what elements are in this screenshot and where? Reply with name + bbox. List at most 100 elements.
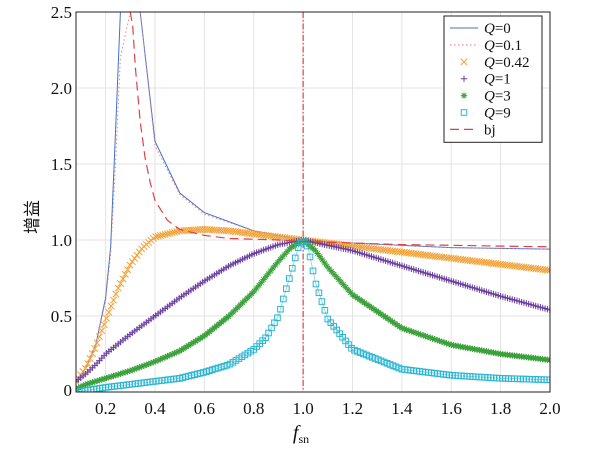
y-axis-label: 增益 xyxy=(23,200,43,234)
point-q9 xyxy=(309,267,317,275)
point-q042 xyxy=(88,350,96,358)
point-q3 xyxy=(433,336,441,344)
point-q3 xyxy=(84,380,91,388)
legend-swatch-q042 xyxy=(460,58,468,66)
point-q3 xyxy=(333,273,340,280)
point-q3 xyxy=(232,306,239,313)
point-q3 xyxy=(76,384,82,392)
point-q3 xyxy=(363,301,371,308)
point-q3 xyxy=(401,325,408,333)
legend-label-var: Q xyxy=(484,72,495,88)
point-q3 xyxy=(265,270,272,277)
point-q042 xyxy=(98,327,106,335)
legend-label-value: bj xyxy=(484,122,496,138)
point-q3 xyxy=(98,376,105,383)
point-q3 xyxy=(124,368,131,375)
point-q3 xyxy=(373,307,380,314)
point-q3 xyxy=(274,258,281,266)
legend-label-q01: Q=0.1 xyxy=(484,38,522,54)
series-q9 xyxy=(76,238,550,392)
point-q3 xyxy=(391,320,399,327)
legend-label-value: =0 xyxy=(495,21,511,37)
legend-item-q01: Q=0.1 xyxy=(450,38,522,54)
legend-label-q0: Q=0 xyxy=(484,21,511,37)
point-q3 xyxy=(283,248,291,255)
point-q3 xyxy=(340,281,347,288)
legend-label-q9: Q=9 xyxy=(484,106,511,122)
legend-item-q1: Q=1 xyxy=(460,72,511,88)
point-q042 xyxy=(159,231,167,239)
point-q3 xyxy=(272,261,279,269)
point-q3 xyxy=(356,296,363,303)
point-q3 xyxy=(154,357,162,364)
y-tick-label: 0 xyxy=(64,381,73,400)
point-q9 xyxy=(283,285,290,293)
point-q3 xyxy=(248,290,256,297)
point-q3 xyxy=(267,267,274,275)
point-q3 xyxy=(314,250,321,257)
point-q3 xyxy=(389,318,396,326)
point-q3 xyxy=(187,340,195,348)
point-q042 xyxy=(112,290,120,298)
point-q042 xyxy=(156,232,164,240)
legend-label-q1: Q=1 xyxy=(484,72,511,88)
y-tick-labels: 0 0.5 1.0 1.5 2.0 2.5 xyxy=(51,3,72,400)
legend-label-value: =0.42 xyxy=(495,55,530,71)
point-q3 xyxy=(150,358,157,366)
legend-label-q042: Q=0.42 xyxy=(484,55,530,71)
point-q3 xyxy=(241,297,249,304)
point-q3 xyxy=(126,367,134,375)
x-tick-labels: 0.2 0.4 0.6 0.8 1.0 1.2 1.4 1.6 1.8 2.0 xyxy=(95,399,561,418)
point-q3 xyxy=(377,310,385,318)
point-q3 xyxy=(136,364,143,371)
series-q3 xyxy=(76,237,550,392)
point-q042 xyxy=(86,355,94,363)
point-q3 xyxy=(119,369,127,377)
point-q042 xyxy=(121,270,129,278)
point-q3 xyxy=(319,256,326,264)
point-q9 xyxy=(315,289,323,297)
x-tick-label: 0.4 xyxy=(144,399,166,418)
point-q3 xyxy=(194,336,202,343)
point-q3 xyxy=(185,342,192,349)
point-q042 xyxy=(91,344,99,353)
point-q3 xyxy=(279,253,286,261)
point-q3 xyxy=(368,304,375,311)
point-q3 xyxy=(129,366,136,374)
point-q3 xyxy=(229,308,237,316)
point-q3 xyxy=(77,383,84,390)
point-q3 xyxy=(441,339,448,346)
legend-label-value: =1 xyxy=(495,72,511,88)
point-q3 xyxy=(105,374,113,381)
point-q3 xyxy=(166,352,174,359)
point-q3 xyxy=(227,311,234,318)
legend-swatch-q1 xyxy=(460,75,468,82)
point-q3 xyxy=(337,278,345,286)
point-q3 xyxy=(419,332,427,339)
point-q042 xyxy=(84,360,92,368)
point-q042 xyxy=(100,320,108,328)
legend-item-q0: Q=0 xyxy=(450,21,511,37)
point-q3 xyxy=(354,294,361,302)
legend-label-value: =3 xyxy=(495,89,511,105)
point-q3 xyxy=(330,271,338,278)
point-q3 xyxy=(115,371,122,378)
point-q3 xyxy=(161,354,169,361)
point-q3 xyxy=(370,305,378,313)
point-q3 xyxy=(244,294,251,302)
legend-item-q9: Q=9 xyxy=(460,106,511,122)
point-q3 xyxy=(349,291,356,299)
point-q042 xyxy=(95,333,104,341)
point-q3 xyxy=(347,289,354,296)
point-q3 xyxy=(147,359,155,367)
point-q042 xyxy=(114,284,122,292)
point-q042 xyxy=(154,232,162,240)
point-q9 xyxy=(274,314,281,322)
point-q3 xyxy=(255,282,263,289)
point-q3 xyxy=(89,379,96,386)
point-q3 xyxy=(293,240,300,248)
point-q3 xyxy=(190,339,197,346)
point-q042 xyxy=(105,308,113,316)
axes-box xyxy=(75,11,551,393)
